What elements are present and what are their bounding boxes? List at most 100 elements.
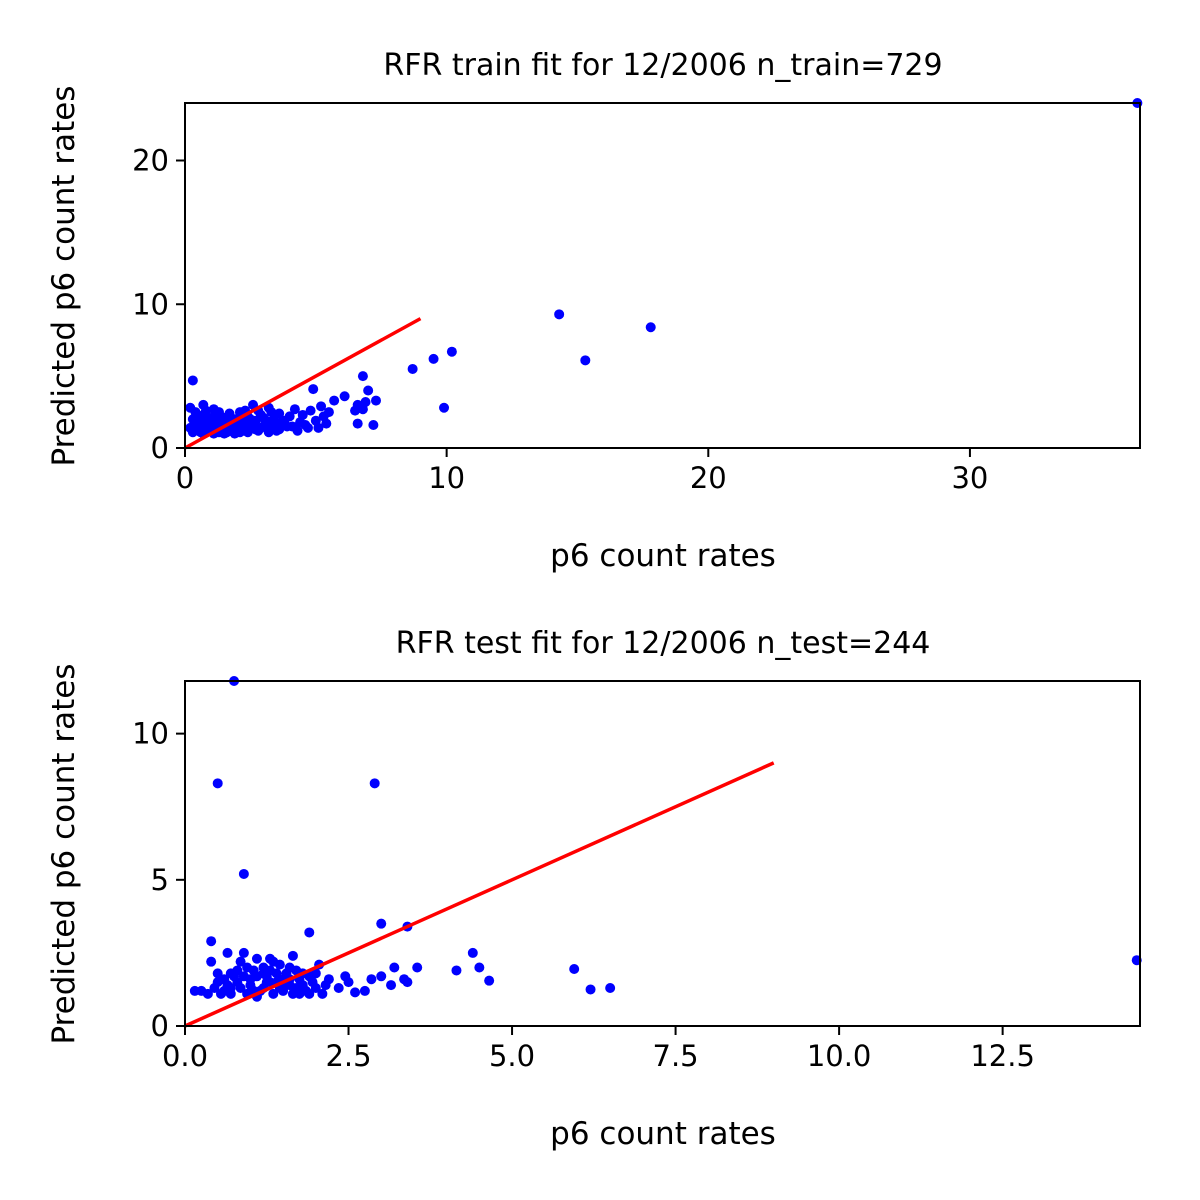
test-data-point <box>376 971 387 982</box>
test-y-tick-label: 5 <box>151 863 169 897</box>
test-data-point <box>206 956 217 967</box>
test-plot-title: RFR test fit for 12/2006 n_test=244 <box>396 626 931 661</box>
train-data-point <box>289 404 300 415</box>
test-data-point <box>304 988 315 999</box>
test-data-point <box>206 936 217 947</box>
train-data-point <box>242 422 253 433</box>
train-x-tick-label: 0 <box>176 461 194 495</box>
test-data-point <box>467 947 478 958</box>
test-data-point <box>222 947 233 958</box>
test-points <box>189 676 1142 1002</box>
test-data-point <box>605 982 616 993</box>
train-data-point <box>266 407 277 418</box>
test-y-axis-label: Predicted p6 count rates <box>46 663 82 1044</box>
test-x-tick-label: 2.5 <box>325 1039 371 1073</box>
train-data-point <box>580 355 591 366</box>
train-data-point <box>245 414 256 425</box>
test-data-point <box>284 980 295 991</box>
test-data-point <box>585 984 596 995</box>
train-data-point <box>297 409 308 420</box>
test-data-point <box>304 927 315 938</box>
test-x-tick-label: 5.0 <box>489 1039 535 1073</box>
train-data-point <box>250 424 261 435</box>
train-data-point <box>363 385 374 396</box>
test-data-point <box>369 778 380 789</box>
test-data-point <box>310 968 321 979</box>
test-plot-frame <box>184 680 1141 1027</box>
train-x-tick-label: 30 <box>951 461 988 495</box>
train-data-point <box>263 427 274 438</box>
train-x-tick-label: 10 <box>428 461 465 495</box>
train-y-tick-label: 20 <box>132 144 169 178</box>
test-data-point <box>569 963 580 974</box>
test-data-point <box>261 977 272 988</box>
test-data-point <box>307 977 318 988</box>
test-data-point <box>202 988 213 999</box>
train-fit-plot: RFR train fit for 12/2006 n_train=729 p6… <box>46 48 1143 574</box>
test-data-point <box>343 977 354 988</box>
train-data-point <box>645 322 656 333</box>
test-data-point <box>366 974 377 985</box>
train-plot-title: RFR train fit for 12/2006 n_train=729 <box>383 48 942 83</box>
train-data-point <box>360 397 371 407</box>
test-data-point <box>242 962 253 973</box>
train-data-point <box>316 401 327 412</box>
test-data-point <box>258 968 269 979</box>
test-data-point <box>235 956 246 967</box>
test-data-point <box>225 968 236 979</box>
test-fit-plot: RFR test fit for 12/2006 n_test=244 p6 c… <box>46 626 1142 1152</box>
train-data-point <box>185 422 196 433</box>
train-points <box>185 98 1143 439</box>
train-data-point <box>368 420 379 430</box>
train-y-axis-label: Predicted p6 count rates <box>46 85 82 466</box>
train-data-point <box>292 425 303 436</box>
train-reference-line <box>184 317 422 450</box>
test-x-tick-label: 12.5 <box>970 1039 1035 1073</box>
test-data-point <box>317 988 328 999</box>
test-data-point <box>294 988 305 999</box>
test-data-point <box>333 982 344 993</box>
test-x-tick-label: 7.5 <box>653 1039 699 1073</box>
train-data-point <box>439 402 450 413</box>
train-data-point <box>339 391 350 402</box>
test-y-tick-label: 0 <box>151 1009 169 1043</box>
test-data-point <box>350 987 361 998</box>
test-data-point <box>281 968 292 979</box>
train-y-tick-label: 0 <box>151 431 169 465</box>
test-x-axis-label: p6 count rates <box>550 1116 776 1152</box>
train-x-axis-label: p6 count rates <box>550 538 776 574</box>
train-data-point <box>357 371 368 382</box>
test-data-point <box>215 974 226 985</box>
train-data-point <box>446 346 457 357</box>
train-data-point <box>305 405 316 416</box>
train-data-point <box>554 309 565 320</box>
train-data-point <box>284 411 295 422</box>
train-data-point <box>300 420 311 430</box>
test-data-point <box>245 974 256 985</box>
train-data-point <box>329 395 340 406</box>
train-data-point <box>214 407 225 418</box>
test-data-point <box>238 868 249 879</box>
test-data-point <box>238 947 249 958</box>
train-data-point <box>271 425 282 436</box>
test-data-point <box>320 980 331 991</box>
test-data-point <box>484 975 495 986</box>
train-data-point <box>187 375 198 386</box>
test-data-point <box>389 962 400 973</box>
test-reference-line <box>184 761 775 1028</box>
test-y-tick-label: 10 <box>132 717 169 751</box>
test-data-point <box>235 982 246 993</box>
test-data-point <box>386 980 397 991</box>
train-plot-frame <box>184 102 1141 449</box>
train-data-point <box>371 395 381 406</box>
test-x-tick-label: 10.0 <box>807 1039 872 1073</box>
test-data-point <box>251 953 262 964</box>
test-data-point <box>474 962 485 973</box>
train-data-point <box>352 418 363 429</box>
train-data-point <box>407 363 418 374</box>
train-data-point <box>313 422 324 433</box>
train-data-point <box>276 417 287 428</box>
test-data-point <box>359 985 370 996</box>
test-data-point <box>412 962 423 973</box>
